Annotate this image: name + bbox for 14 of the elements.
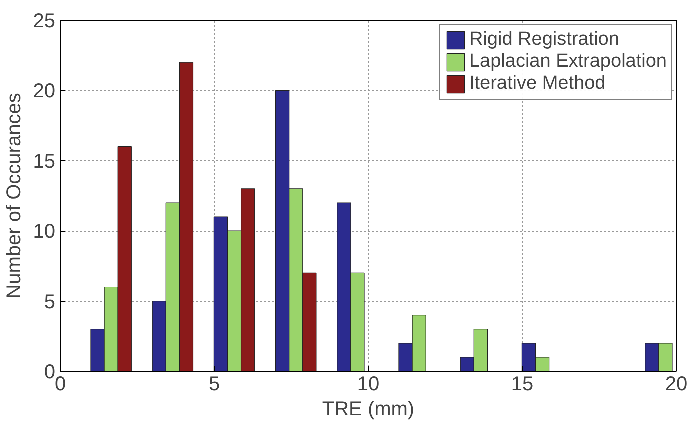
- y-tick-label: 10: [33, 221, 56, 244]
- legend-label: Iterative Method: [469, 73, 606, 95]
- x-tick-label: 15: [511, 374, 534, 396]
- y-tick-label: 5: [44, 291, 56, 314]
- y-tick-label: 15: [33, 150, 56, 173]
- legend-label: Laplacian Extrapolation: [469, 51, 667, 73]
- x-tick-label: 10: [357, 374, 380, 396]
- x-tick-label: 20: [665, 374, 688, 396]
- x-tick-label: 5: [208, 374, 220, 396]
- x-axis-title: TRE (mm): [322, 398, 415, 420]
- y-tick-label: 20: [33, 80, 56, 103]
- legend-label: Rigid Registration: [469, 29, 620, 51]
- y-axis-title: Number of Occurances: [3, 93, 26, 299]
- y-tick-label: 25: [33, 10, 56, 32]
